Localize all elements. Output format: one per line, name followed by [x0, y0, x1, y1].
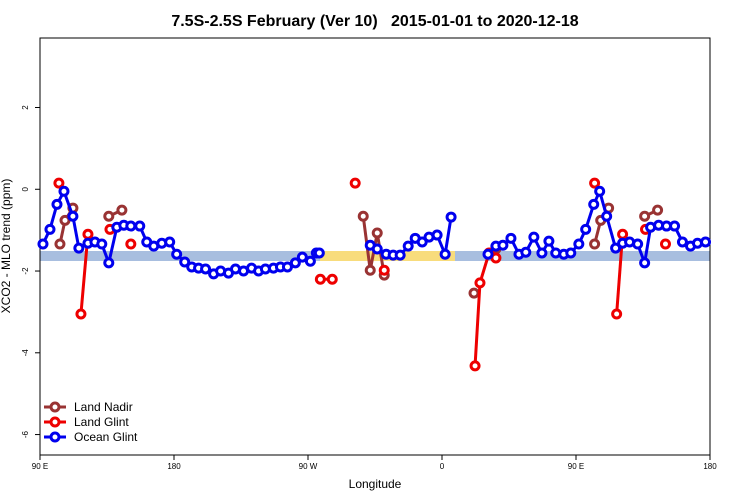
series-point [639, 257, 651, 269]
x-tick-label: 180 [167, 462, 181, 471]
y-axis-label: XCO2 - MLO trend (ppm) [0, 179, 13, 314]
series-point [611, 308, 623, 320]
series-point [610, 242, 622, 254]
series-point [580, 223, 592, 235]
x-tick-label: 180 [703, 462, 717, 471]
series-point [394, 249, 406, 261]
series-point [179, 256, 191, 268]
series-point [700, 236, 712, 248]
series-point [313, 247, 325, 259]
series-point [51, 198, 63, 210]
series-point [617, 228, 629, 240]
series-point [594, 185, 606, 197]
chart-title: 7.5S-2.5S February (Ver 10) 2015-01-01 t… [171, 13, 578, 30]
series-point [669, 220, 681, 232]
y-tick-label: -2 [21, 267, 30, 275]
series-point [520, 246, 532, 258]
series-point [75, 308, 87, 320]
x-tick-label: 90 W [299, 462, 318, 471]
series-point [659, 238, 671, 250]
series-point [200, 263, 212, 275]
series-point [67, 210, 79, 222]
series-point [82, 228, 94, 240]
series-point [103, 210, 115, 222]
series-point [171, 248, 183, 260]
series-point [103, 257, 115, 269]
series-point [59, 214, 71, 226]
series-point [164, 236, 176, 248]
series-point [289, 257, 301, 269]
series-point [445, 211, 457, 223]
x-tick-label: 90 E [568, 462, 584, 471]
series-point [589, 177, 601, 189]
series-point [116, 204, 128, 216]
series-point [416, 236, 428, 248]
series-point [573, 238, 585, 250]
series-point [676, 236, 688, 248]
series-point [402, 240, 414, 252]
series-point [349, 177, 361, 189]
series-point [588, 198, 600, 210]
series-point [54, 238, 66, 250]
series-point [364, 264, 376, 276]
series-point [378, 264, 390, 276]
series-point [468, 287, 480, 299]
series-point [632, 238, 644, 250]
legend-label: Ocean Glint [74, 430, 138, 444]
legend-marker [49, 416, 61, 428]
y-tick-label: -6 [21, 430, 30, 438]
series-point [601, 210, 613, 222]
x-axis-label: Longitude [349, 477, 402, 491]
series-point [652, 204, 664, 216]
series-point [314, 273, 326, 285]
y-tick-label: 0 [21, 186, 30, 191]
x-tick-label: 0 [440, 462, 445, 471]
series-point [357, 210, 369, 222]
series-point [304, 255, 316, 267]
legend-label: Land Glint [74, 415, 129, 429]
legend-marker [49, 431, 61, 443]
series-point [281, 261, 293, 273]
series-point [73, 242, 85, 254]
series-point [326, 273, 338, 285]
series-point [639, 210, 651, 222]
series-point [469, 360, 481, 372]
series-point [296, 251, 308, 263]
legend-marker [49, 401, 61, 413]
series-point [528, 231, 540, 243]
series-point [505, 232, 517, 244]
series-point [96, 238, 108, 250]
legend-label: Land Nadir [74, 400, 133, 414]
series-point [44, 223, 56, 235]
y-tick-label: 2 [21, 105, 30, 110]
series-point [439, 248, 451, 260]
series-point [536, 247, 548, 259]
x-tick-label: 90 E [32, 462, 48, 471]
series-point [125, 238, 137, 250]
series-point [431, 229, 443, 241]
series-point [53, 177, 65, 189]
y-tick-label: -4 [21, 349, 30, 357]
series-point [482, 248, 494, 260]
series-point [589, 238, 601, 250]
series-point [497, 239, 509, 251]
series-point [543, 235, 555, 247]
series-point [474, 277, 486, 289]
series-point [125, 220, 137, 232]
series-point [134, 220, 146, 232]
series-point [58, 185, 70, 197]
series-point [37, 238, 49, 250]
series-point [371, 243, 383, 255]
series-point [565, 247, 577, 259]
series-point [371, 227, 383, 239]
